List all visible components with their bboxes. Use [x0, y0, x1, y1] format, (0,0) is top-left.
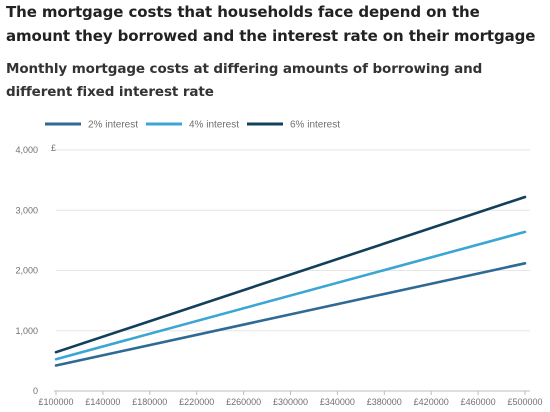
x-tick-label: £260000 — [226, 397, 261, 407]
x-tick-label: £140000 — [85, 397, 120, 407]
x-tick-label: £340000 — [320, 397, 355, 407]
x-tick-label: £460000 — [461, 397, 496, 407]
y-axis-label: £ — [51, 143, 56, 153]
x-tick-label: £220000 — [179, 397, 214, 407]
y-tick-label: 4,000 — [15, 145, 38, 155]
legend-label-1: 2% interest — [88, 120, 138, 131]
chart-subtitle: Monthly mortgage costs at differing amou… — [6, 61, 483, 100]
x-tick-label: £100000 — [38, 397, 73, 407]
line-chart: 2% interest 4% interest 6% interest 0 1,000 2… — [15, 120, 542, 408]
x-tick-label: £180000 — [132, 397, 167, 407]
y-tick-label: 2,000 — [15, 266, 38, 276]
series-line-3 — [54, 195, 527, 354]
chart-title: The mortgage costs that households face … — [6, 3, 536, 45]
series-line-2 — [54, 230, 527, 361]
x-tick-label: £300000 — [273, 397, 308, 407]
x-tick-label: £420000 — [414, 397, 449, 407]
x-tick-label: £500000 — [507, 397, 542, 407]
legend-label-3: 6% interest — [290, 120, 340, 131]
series-line-1 — [54, 262, 527, 367]
y-tick-label: 3,000 — [15, 205, 38, 215]
x-tick-label: £380000 — [367, 397, 402, 407]
y-tick-label: 0 — [33, 386, 38, 396]
y-tick-label: 1,000 — [15, 326, 38, 336]
legend-label-2: 4% interest — [189, 120, 239, 131]
